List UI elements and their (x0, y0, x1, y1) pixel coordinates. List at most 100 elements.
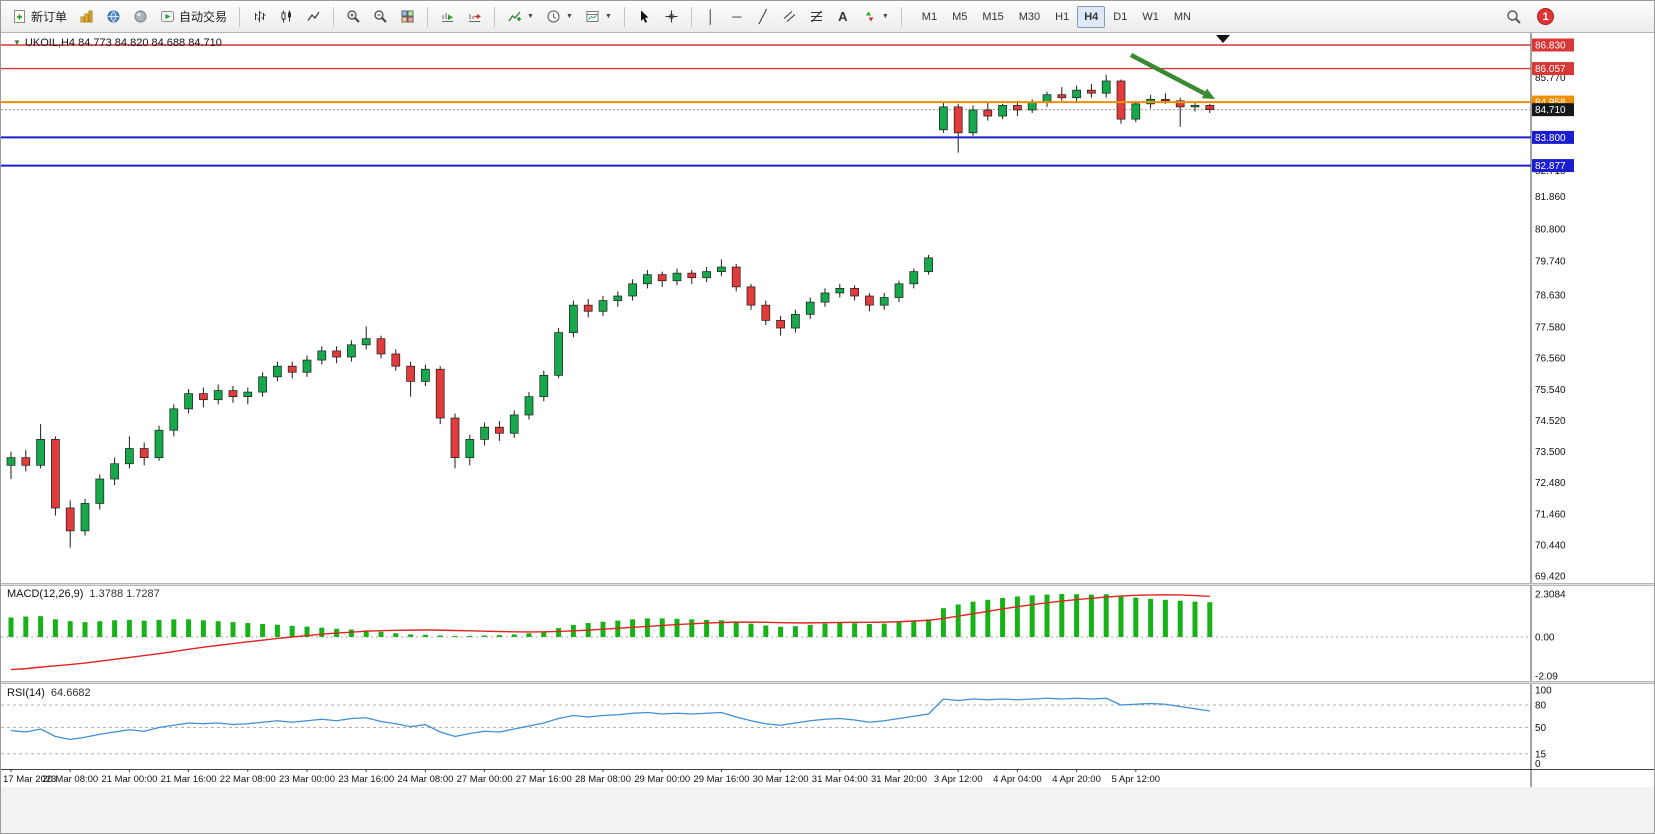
auto-scroll-button[interactable] (435, 5, 460, 29)
chart-shift-button[interactable] (462, 5, 487, 29)
svg-text:28 Mar 08:00: 28 Mar 08:00 (575, 774, 631, 785)
timeframe-m1-button[interactable]: M1 (915, 6, 944, 28)
svg-text:69.420: 69.420 (1535, 572, 1566, 583)
price-chart-canvas[interactable]: 85.77082.71081.86080.80079.74078.63077.5… (1, 33, 1655, 583)
zoom-in-button[interactable] (341, 5, 366, 29)
search-button[interactable] (1501, 5, 1527, 29)
timeframe-m30-button[interactable]: M30 (1012, 6, 1047, 28)
toolbar-separator (494, 6, 496, 27)
bar-chart-button[interactable] (247, 5, 272, 29)
search-icon (1507, 9, 1521, 24)
svg-text:0: 0 (1535, 759, 1541, 769)
toolbar-separator (690, 6, 692, 27)
main-toolbar: 新订单 自动交易 (1, 1, 1654, 33)
svg-text:27 Mar 00:00: 27 Mar 00:00 (457, 774, 513, 785)
auto-scroll-icon (442, 13, 454, 22)
svg-text:50: 50 (1535, 723, 1547, 734)
timeframe-h4-button[interactable]: H4 (1077, 5, 1106, 28)
indicators-button[interactable]: ▼ (502, 5, 539, 29)
horizontal-line-button[interactable]: ─ (725, 5, 749, 29)
svg-text:86.830: 86.830 (1535, 41, 1566, 52)
timeframe-m5-button[interactable]: M5 (945, 6, 974, 28)
chart-shift-icon (469, 14, 482, 22)
macd-panel-canvas[interactable]: 2.3084 0.00 -2.09 (1, 586, 1655, 681)
panel-splitter[interactable] (1, 583, 1654, 586)
auto-trading-button[interactable]: 自动交易 (155, 5, 232, 29)
trendline-icon: ╱ (758, 9, 767, 24)
svg-text:83.800: 83.800 (1535, 133, 1566, 144)
cursor-button[interactable] (632, 5, 657, 29)
svg-text:3 Apr 12:00: 3 Apr 12:00 (934, 774, 983, 785)
svg-text:21 Mar 16:00: 21 Mar 16:00 (161, 774, 217, 785)
svg-text:23 Mar 00:00: 23 Mar 00:00 (279, 774, 335, 785)
toolbar-separator (623, 6, 625, 27)
zoom-out-icon (374, 10, 387, 23)
svg-text:30 Mar 12:00: 30 Mar 12:00 (753, 774, 809, 785)
panel-splitter[interactable] (1, 681, 1654, 684)
periods-button[interactable]: ▼ (541, 5, 578, 29)
svg-text:86.057: 86.057 (1535, 64, 1566, 75)
svg-text:84.710: 84.710 (1535, 105, 1566, 116)
text-tool-button[interactable]: A (831, 5, 855, 29)
auto-trading-icon (161, 11, 175, 22)
svg-text:76.560: 76.560 (1535, 354, 1566, 365)
notification-badge[interactable]: 1 (1537, 8, 1554, 25)
new-order-button[interactable]: 新订单 (7, 5, 72, 29)
zoom-out-button[interactable] (368, 5, 393, 29)
svg-text:22 Mar 08:00: 22 Mar 08:00 (220, 774, 276, 785)
ohlc-bars-icon (255, 11, 266, 22)
arrows-tool-button[interactable]: ▼ (857, 5, 894, 29)
svg-text:82.877: 82.877 (1535, 161, 1566, 172)
timeframe-w1-button[interactable]: W1 (1135, 6, 1166, 28)
svg-text:2.3084: 2.3084 (1535, 590, 1566, 601)
arrows-tool-icon (865, 11, 874, 22)
svg-text:85.770: 85.770 (1535, 73, 1566, 84)
vertical-line-icon: │ (706, 9, 715, 24)
svg-text:5 Apr 12:00: 5 Apr 12:00 (1111, 774, 1160, 785)
svg-text:-2.09: -2.09 (1535, 671, 1558, 681)
candlestick-chart-button[interactable] (274, 5, 299, 29)
auto-trading-label: 自动交易 (179, 10, 228, 24)
toolbar-right-group: 1 (1501, 5, 1554, 29)
chart-profiles-button[interactable] (74, 5, 99, 29)
channel-button[interactable] (777, 5, 802, 29)
bar-chart-gold-icon (80, 10, 93, 23)
toolbar-separator (427, 6, 429, 27)
toolbar-separator (239, 6, 241, 27)
navigator-button[interactable] (128, 5, 153, 29)
svg-text:74.520: 74.520 (1535, 416, 1566, 427)
market-watch-button[interactable] (101, 5, 126, 29)
svg-text:100: 100 (1535, 686, 1552, 697)
timeframe-m15-button[interactable]: M15 (975, 6, 1010, 28)
timeframe-mn-button[interactable]: MN (1167, 6, 1198, 28)
fibonacci-button[interactable] (804, 5, 829, 29)
toolbar-separator (900, 6, 902, 27)
timeframe-h1-button[interactable]: H1 (1048, 6, 1076, 28)
svg-text:81.860: 81.860 (1535, 192, 1566, 203)
sphere-icon (134, 10, 147, 23)
crosshair-icon (665, 10, 678, 23)
svg-text:31 Mar 04:00: 31 Mar 04:00 (812, 774, 868, 785)
templates-button[interactable]: ▼ (580, 5, 617, 29)
new-order-label: 新订单 (31, 10, 68, 24)
chevron-down-icon: ▼ (527, 13, 534, 20)
tile-windows-button[interactable] (395, 5, 420, 29)
vertical-line-button[interactable]: │ (699, 5, 723, 29)
svg-text:29 Mar 16:00: 29 Mar 16:00 (693, 774, 749, 785)
svg-text:77.580: 77.580 (1535, 323, 1566, 334)
horizontal-line-icon: ─ (732, 9, 742, 24)
text-tool-icon: A (838, 9, 848, 24)
svg-text:31 Mar 20:00: 31 Mar 20:00 (871, 774, 927, 785)
svg-text:80: 80 (1535, 701, 1547, 712)
svg-text:4 Apr 20:00: 4 Apr 20:00 (1052, 774, 1101, 785)
toolbar-separator (333, 6, 335, 27)
crosshair-button[interactable] (659, 5, 684, 29)
svg-text:71.460: 71.460 (1535, 509, 1566, 520)
svg-text:0.00: 0.00 (1535, 633, 1555, 644)
trendline-button[interactable]: ╱ (751, 5, 775, 29)
line-chart-button[interactable] (301, 5, 326, 29)
timeframe-d1-button[interactable]: D1 (1106, 6, 1134, 28)
rsi-panel-canvas[interactable]: 100 80 50 150 (1, 684, 1655, 769)
new-order-icon (14, 10, 25, 23)
